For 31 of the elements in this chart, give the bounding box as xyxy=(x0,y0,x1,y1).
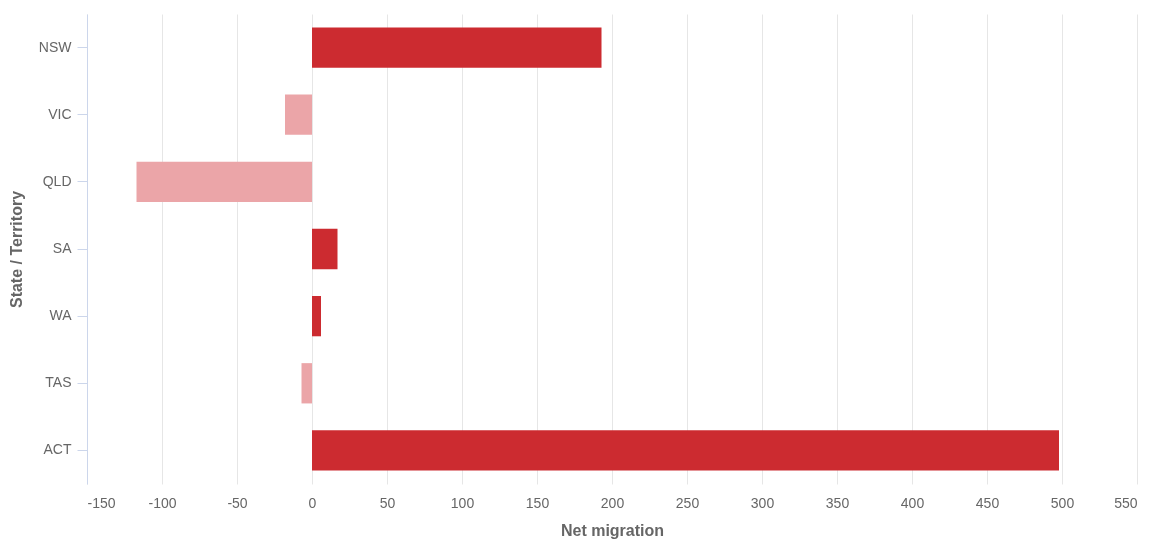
bar xyxy=(312,430,1059,471)
y-tick-label: TAS xyxy=(45,374,72,391)
bar xyxy=(312,296,321,337)
x-tick-label: 100 xyxy=(450,494,475,511)
y-tick-label: SA xyxy=(52,240,73,256)
x-tick-label: 550 xyxy=(1114,494,1138,511)
x-tick-label: 0 xyxy=(308,494,317,511)
y-tick-label: WA xyxy=(49,307,73,324)
bar xyxy=(312,27,602,68)
x-tick-label: -50 xyxy=(227,494,248,511)
y-axis-title: State / Territory xyxy=(7,190,25,309)
x-axis-title: Net migration xyxy=(560,521,665,539)
x-tick-label: 250 xyxy=(675,494,700,511)
x-tick-label: 450 xyxy=(975,494,1000,511)
bar xyxy=(285,94,312,135)
y-tick-label: VIC xyxy=(48,105,72,122)
x-tick-label: -100 xyxy=(148,494,177,511)
x-tick-label: 50 xyxy=(379,494,396,511)
bar xyxy=(301,363,312,404)
x-tick-label: 350 xyxy=(825,494,850,511)
y-tick-label: ACT xyxy=(43,441,72,458)
x-tick-label: 500 xyxy=(1050,494,1075,511)
x-tick-label: -150 xyxy=(87,494,116,511)
y-tick-label: NSW xyxy=(38,38,73,55)
x-tick-label: 300 xyxy=(750,494,775,511)
bar xyxy=(136,161,312,202)
y-tick-label: QLD xyxy=(42,172,72,189)
x-tick-label: 200 xyxy=(600,494,625,511)
x-tick-label: 150 xyxy=(525,494,550,511)
bar xyxy=(312,228,338,270)
x-tick-label: 400 xyxy=(900,494,925,511)
